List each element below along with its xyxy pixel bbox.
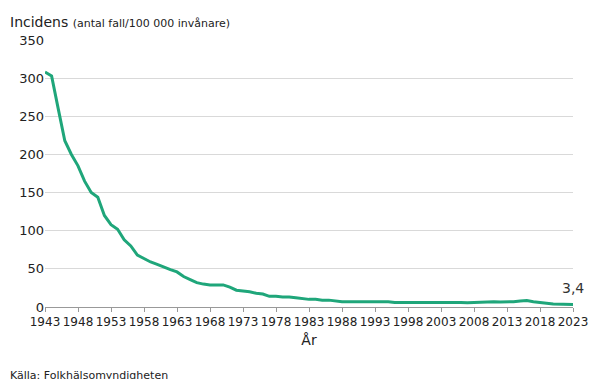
svg-text:1993: 1993 [360, 315, 391, 329]
svg-text:1958: 1958 [129, 315, 160, 329]
svg-text:2008: 2008 [459, 315, 490, 329]
svg-text:1973: 1973 [228, 315, 259, 329]
svg-text:1963: 1963 [162, 315, 193, 329]
svg-text:1983: 1983 [294, 315, 325, 329]
svg-text:År: År [301, 332, 317, 348]
svg-text:1948: 1948 [63, 315, 94, 329]
svg-text:250: 250 [19, 109, 44, 124]
svg-text:1998: 1998 [393, 315, 424, 329]
svg-text:Incidens (antal fall/100 000 i: Incidens (antal fall/100 000 invånare) [10, 14, 230, 30]
svg-text:100: 100 [19, 223, 44, 238]
svg-text:1968: 1968 [195, 315, 226, 329]
svg-text:3,4: 3,4 [562, 280, 584, 296]
svg-text:2013: 2013 [492, 315, 523, 329]
svg-text:300: 300 [19, 71, 44, 86]
svg-text:0: 0 [36, 300, 44, 315]
svg-text:1953: 1953 [96, 315, 127, 329]
svg-text:1988: 1988 [327, 315, 358, 329]
svg-text:2018: 2018 [525, 315, 556, 329]
svg-text:150: 150 [19, 185, 44, 200]
svg-text:350: 350 [19, 33, 44, 48]
svg-text:2023: 2023 [558, 315, 589, 329]
svg-text:200: 200 [19, 147, 44, 162]
svg-text:2003: 2003 [426, 315, 457, 329]
svg-text:50: 50 [27, 261, 44, 276]
svg-text:1943: 1943 [30, 315, 61, 329]
svg-text:Källa: Folkhälsomyndigheten: Källa: Folkhälsomyndigheten [10, 369, 168, 379]
svg-text:1978: 1978 [261, 315, 292, 329]
